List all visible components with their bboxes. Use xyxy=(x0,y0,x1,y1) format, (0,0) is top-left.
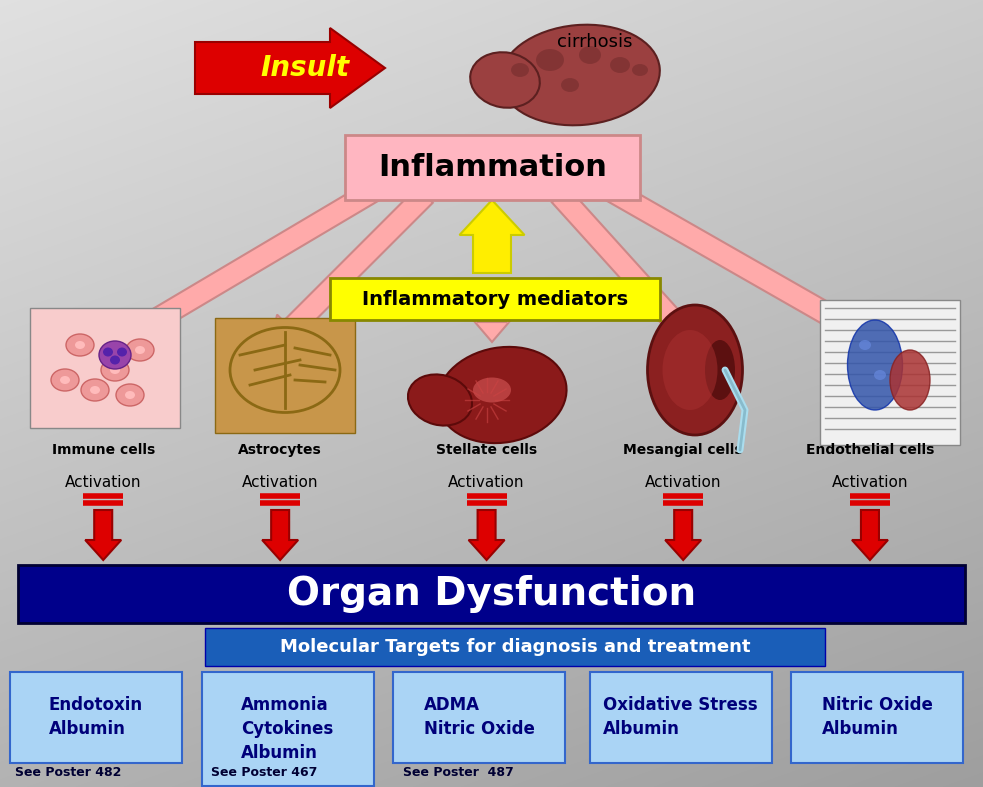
Ellipse shape xyxy=(110,356,120,364)
Bar xyxy=(30,308,180,428)
Ellipse shape xyxy=(632,64,648,76)
Text: Ammonia
Cytokines
Albumin: Ammonia Cytokines Albumin xyxy=(242,696,333,762)
Ellipse shape xyxy=(103,348,113,357)
Ellipse shape xyxy=(890,350,930,410)
FancyArrow shape xyxy=(605,180,890,353)
Text: Insult: Insult xyxy=(260,54,350,82)
FancyArrow shape xyxy=(852,510,888,560)
Ellipse shape xyxy=(66,334,94,356)
Ellipse shape xyxy=(536,49,564,71)
Bar xyxy=(393,672,565,763)
Ellipse shape xyxy=(500,24,660,125)
FancyArrow shape xyxy=(262,510,298,560)
Ellipse shape xyxy=(81,379,109,401)
Text: Immune cells: Immune cells xyxy=(51,443,155,457)
Text: Endotoxin
Albumin: Endotoxin Albumin xyxy=(49,696,143,738)
Text: See Poster 467: See Poster 467 xyxy=(211,766,318,778)
Bar xyxy=(202,672,374,786)
Bar xyxy=(791,672,963,763)
Ellipse shape xyxy=(663,330,718,410)
Text: cirrhosis: cirrhosis xyxy=(557,33,633,51)
Ellipse shape xyxy=(230,327,340,412)
Text: Activation: Activation xyxy=(448,475,525,490)
Text: Astrocytes: Astrocytes xyxy=(238,443,322,457)
Bar xyxy=(18,565,965,623)
Ellipse shape xyxy=(90,386,100,394)
Ellipse shape xyxy=(75,341,85,349)
Ellipse shape xyxy=(125,391,135,399)
Text: Activation: Activation xyxy=(65,475,142,490)
Ellipse shape xyxy=(110,366,120,374)
Bar xyxy=(345,135,640,200)
Text: See Poster  487: See Poster 487 xyxy=(403,766,514,778)
Text: ADMA
Nitric Oxide: ADMA Nitric Oxide xyxy=(424,696,535,738)
Ellipse shape xyxy=(561,78,579,92)
FancyArrow shape xyxy=(105,180,380,352)
FancyArrow shape xyxy=(469,510,504,560)
Text: Stellate cells: Stellate cells xyxy=(436,443,537,457)
Ellipse shape xyxy=(648,305,742,435)
Bar xyxy=(10,672,182,763)
Text: Nitric Oxide
Albumin: Nitric Oxide Albumin xyxy=(822,696,933,738)
Ellipse shape xyxy=(126,339,154,361)
FancyArrow shape xyxy=(86,510,121,560)
Bar xyxy=(590,672,772,763)
Ellipse shape xyxy=(610,57,630,73)
Ellipse shape xyxy=(473,378,511,402)
Ellipse shape xyxy=(579,46,601,64)
Ellipse shape xyxy=(705,340,735,400)
Ellipse shape xyxy=(116,384,144,406)
Text: Activation: Activation xyxy=(832,475,908,490)
Text: Inflammatory mediators: Inflammatory mediators xyxy=(362,290,628,309)
FancyArrow shape xyxy=(551,187,700,350)
Bar xyxy=(215,318,355,433)
Ellipse shape xyxy=(859,340,871,350)
Bar xyxy=(820,300,960,445)
Ellipse shape xyxy=(60,376,70,384)
Ellipse shape xyxy=(51,369,79,391)
Bar xyxy=(330,278,660,320)
Text: See Poster 482: See Poster 482 xyxy=(15,766,121,778)
Text: Endothelial cells: Endothelial cells xyxy=(806,443,934,457)
FancyArrow shape xyxy=(665,510,701,560)
Ellipse shape xyxy=(99,341,131,369)
Ellipse shape xyxy=(847,320,902,410)
FancyArrow shape xyxy=(195,28,385,108)
Text: Organ Dysfunction: Organ Dysfunction xyxy=(287,575,696,613)
Ellipse shape xyxy=(874,370,886,380)
Text: Inflammation: Inflammation xyxy=(378,153,607,182)
Ellipse shape xyxy=(117,348,127,357)
FancyArrow shape xyxy=(270,187,433,350)
Bar xyxy=(205,628,825,666)
Ellipse shape xyxy=(101,359,129,381)
Ellipse shape xyxy=(437,347,566,443)
Text: Activation: Activation xyxy=(242,475,318,490)
Text: Oxidative Stress
Albumin: Oxidative Stress Albumin xyxy=(604,696,758,738)
Ellipse shape xyxy=(511,63,529,77)
FancyArrow shape xyxy=(468,314,516,342)
Ellipse shape xyxy=(470,52,540,108)
Ellipse shape xyxy=(408,375,472,426)
Text: Activation: Activation xyxy=(645,475,722,490)
Text: Mesangial cells: Mesangial cells xyxy=(623,443,743,457)
Text: Molecular Targets for diagnosis and treatment: Molecular Targets for diagnosis and trea… xyxy=(280,638,750,656)
Ellipse shape xyxy=(135,346,145,354)
FancyArrow shape xyxy=(459,200,525,273)
